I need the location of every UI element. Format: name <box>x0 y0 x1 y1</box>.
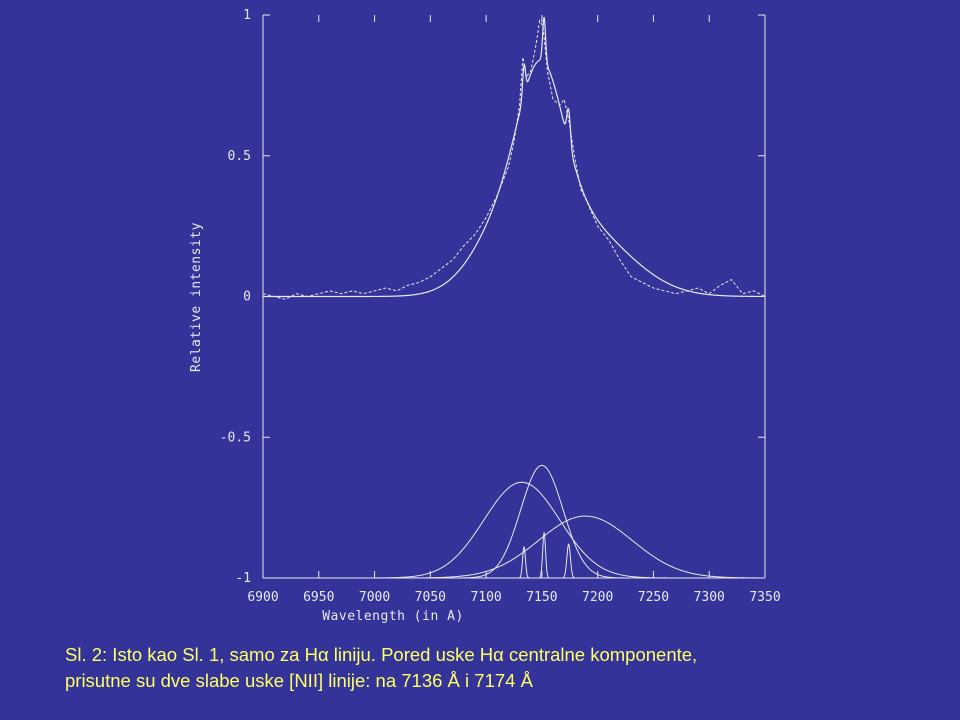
x-tick-label: 7300 <box>694 590 725 605</box>
x-tick-label: 7000 <box>359 590 390 605</box>
y-tick-label: 0.5 <box>228 149 251 164</box>
x-axis-ticks: 6900 6950 7000 7050 7100 7150 7200 7250 7300 7350 <box>247 15 781 605</box>
observed-spectrum-line <box>262 19 766 300</box>
y-tick-label: -0.5 <box>220 430 251 445</box>
plot-series <box>262 16 766 579</box>
x-tick-label: 6950 <box>303 590 334 605</box>
figure-caption: Sl. 2: Isto kao Sl. 1, samo za Hα liniju… <box>65 642 935 694</box>
y-tick-label: -1 <box>235 571 251 586</box>
x-tick-label: 7050 <box>415 590 446 605</box>
x-tick-label: 7100 <box>470 590 501 605</box>
component-curve-6 <box>559 543 578 579</box>
x-tick-label: 7200 <box>582 590 613 605</box>
x-tick-label: 7350 <box>749 590 780 605</box>
component-curve-5 <box>535 531 554 579</box>
component-curve-1 <box>362 481 681 579</box>
component-curve-2 <box>452 464 631 579</box>
y-axis-label: Relative intensity <box>189 222 204 372</box>
x-axis-label: Wavelength (in A) <box>322 609 464 624</box>
component-curve-4 <box>515 545 533 579</box>
y-tick-label: 1 <box>243 8 251 23</box>
x-tick-label: 7250 <box>638 590 669 605</box>
model-fit-line <box>263 16 765 298</box>
x-tick-label: 6900 <box>247 590 278 605</box>
y-axis-ticks: -1 -0.5 0 0.5 1 <box>220 8 765 586</box>
component-curve-3 <box>388 515 765 579</box>
caption-line-1: Sl. 2: Isto kao Sl. 1, samo za Hα liniju… <box>65 644 698 665</box>
caption-line-2: prisutne su dve slabe uske [NII] linije:… <box>65 670 533 691</box>
y-tick-label: 0 <box>243 290 251 305</box>
x-tick-label: 7150 <box>526 590 557 605</box>
